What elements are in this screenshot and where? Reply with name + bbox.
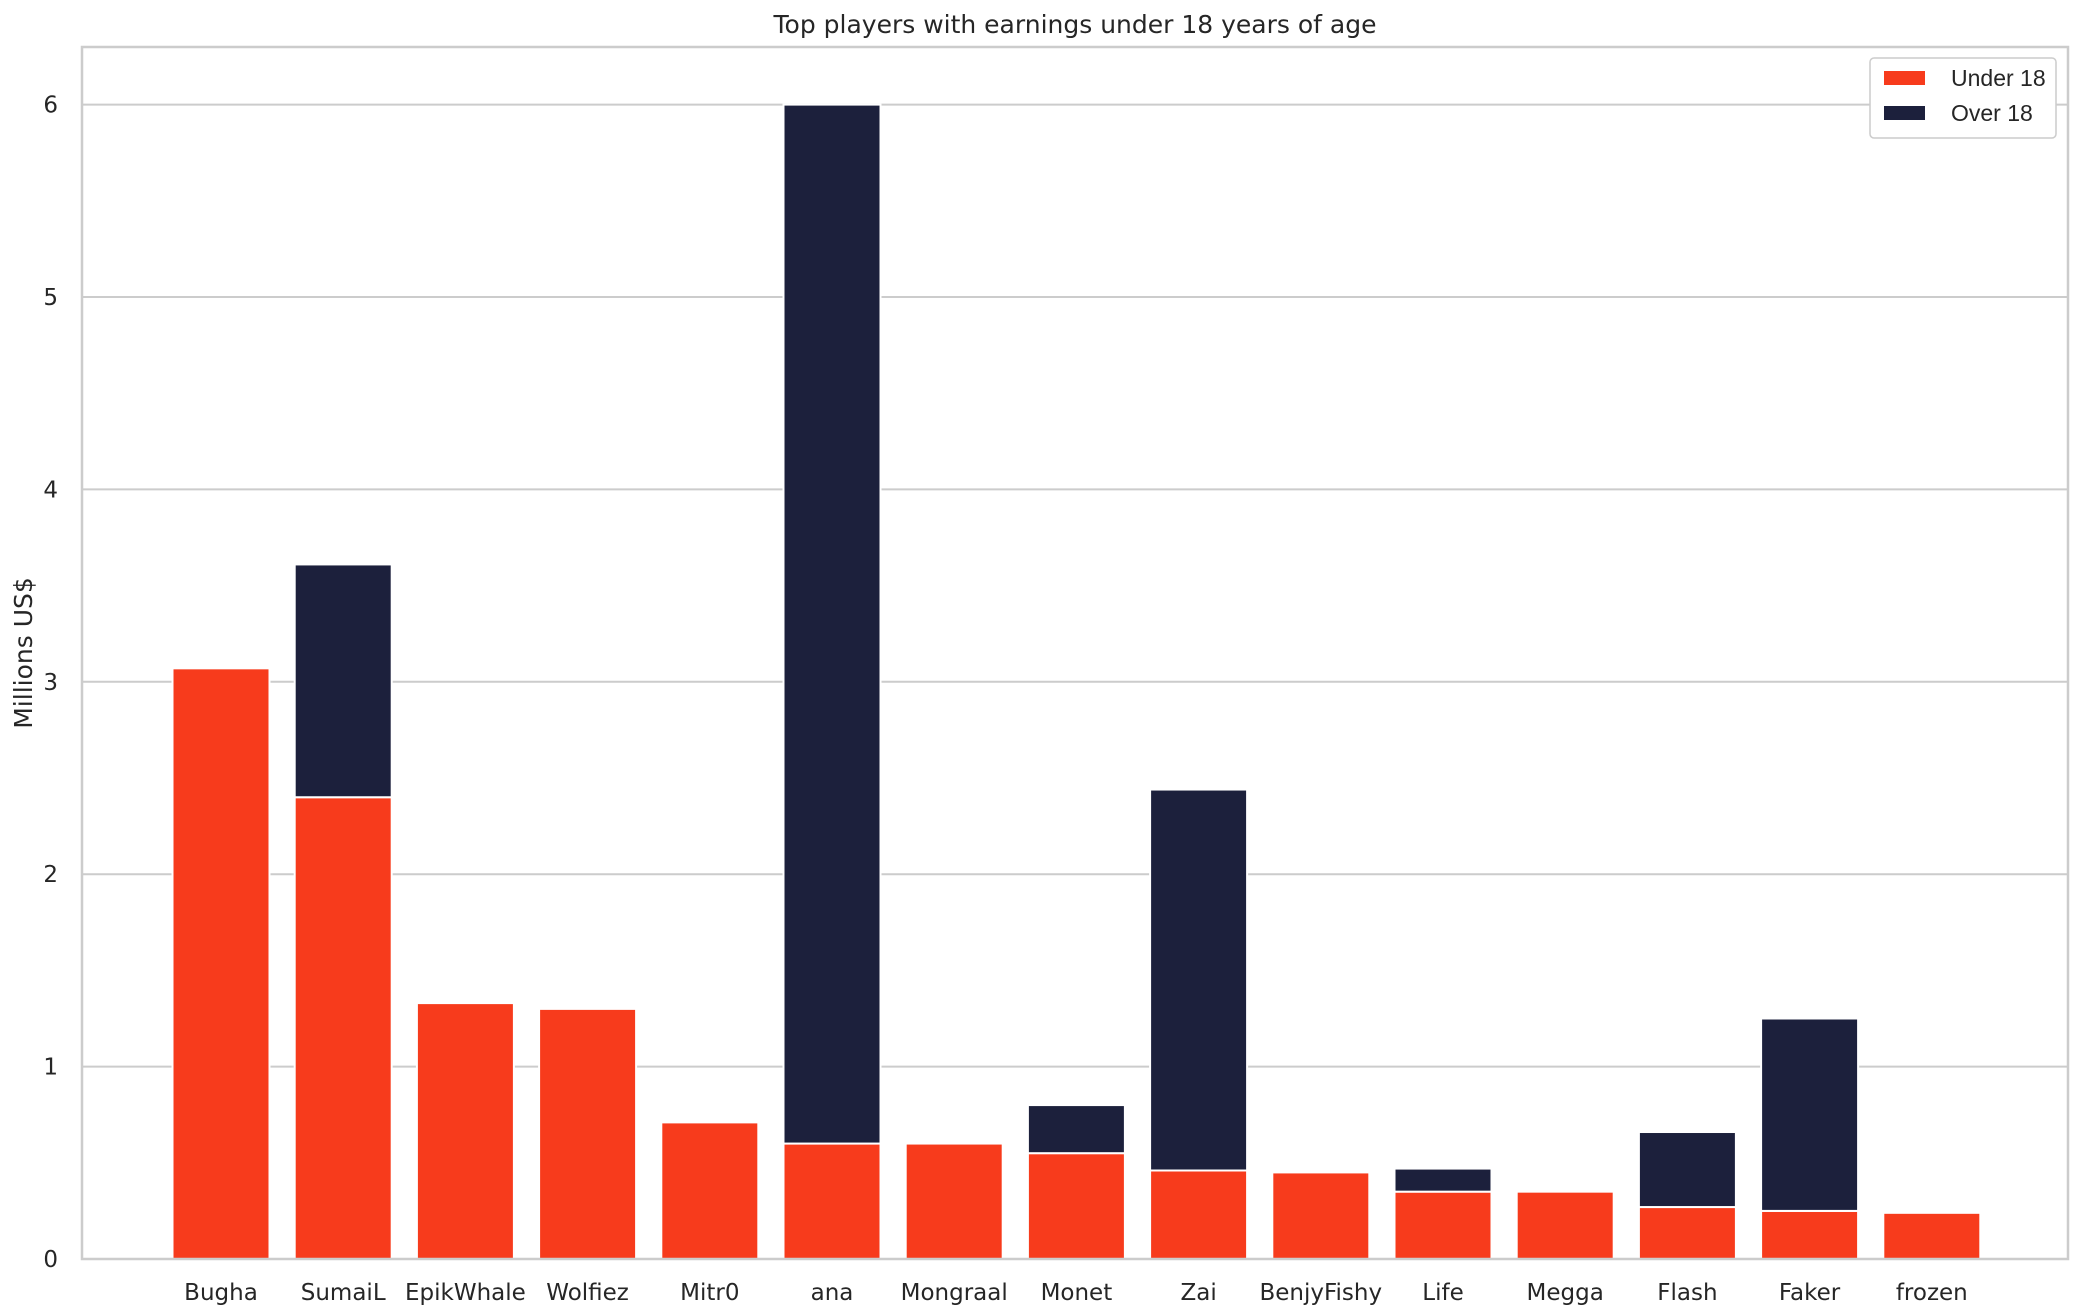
bar-mongraal-under-18 bbox=[904, 1142, 1004, 1261]
bar-flash-under-18 bbox=[1637, 1206, 1737, 1261]
x-tick-label-ana: ana bbox=[811, 1280, 854, 1306]
x-ticks: Bugha SumaiL EpikWhale Wolfiez Mitr0 ana Mongr… bbox=[184, 1280, 1968, 1306]
x-tick-label-megga: Megga bbox=[1527, 1280, 1604, 1306]
x-tick-label-life: Life bbox=[1422, 1280, 1463, 1306]
x-tick-label-frozen: frozen bbox=[1896, 1280, 1968, 1306]
y-tick-label: 6 bbox=[43, 93, 58, 119]
bar-frozen-under-18 bbox=[1882, 1211, 1982, 1260]
bar-sumail-over-18 bbox=[293, 563, 393, 799]
bar-monet-under-18 bbox=[1026, 1152, 1126, 1261]
y-ticks: 0 1 2 3 4 5 6 bbox=[43, 93, 58, 1273]
y-tick-label: 5 bbox=[43, 285, 58, 311]
bar-zai-under-18 bbox=[1149, 1169, 1249, 1260]
y-tick-label: 2 bbox=[43, 862, 58, 888]
y-tick-label: 1 bbox=[43, 1055, 58, 1081]
bar-epikwhale-under-18 bbox=[415, 1002, 515, 1260]
bar-faker-over-18 bbox=[1760, 1017, 1860, 1212]
bar-benjyfishy-under-18 bbox=[1271, 1171, 1371, 1261]
x-tick-label-zai: Zai bbox=[1180, 1280, 1216, 1306]
x-tick-label-monet: Monet bbox=[1041, 1280, 1113, 1306]
bar-life-under-18 bbox=[1393, 1190, 1493, 1261]
x-tick-label-benjyfishy: BenjyFishy bbox=[1259, 1280, 1382, 1306]
x-tick-label-mongraal: Mongraal bbox=[901, 1280, 1008, 1306]
y-tick-label: 3 bbox=[43, 670, 58, 696]
x-tick-label-sumail: SumaiL bbox=[301, 1280, 386, 1306]
y-tick-label: 4 bbox=[43, 477, 58, 503]
legend-label-under-18: Under 18 bbox=[1951, 65, 2046, 91]
grid bbox=[82, 103, 2068, 1068]
legend-swatch-under-18 bbox=[1884, 71, 1925, 85]
x-tick-label-wolfiez: Wolfiez bbox=[546, 1280, 629, 1306]
x-tick-label-faker: Faker bbox=[1779, 1280, 1841, 1306]
bar-ana-under-18 bbox=[782, 1142, 882, 1261]
x-tick-label-mitr0: Mitr0 bbox=[680, 1280, 739, 1306]
x-tick-label-epikwhale: EpikWhale bbox=[405, 1280, 526, 1306]
legend: Under 18 Over 18 bbox=[1869, 57, 2057, 139]
bars bbox=[171, 103, 1982, 1261]
bar-monet-over-18 bbox=[1026, 1104, 1126, 1155]
bar-ana-over-18 bbox=[782, 103, 882, 1145]
x-tick-label-flash: Flash bbox=[1657, 1280, 1717, 1306]
y-axis-label: Millions US$ bbox=[9, 577, 38, 729]
plot-frame bbox=[80, 45, 2070, 1261]
x-tick-label-bugha: Bugha bbox=[184, 1280, 258, 1306]
bar-flash-over-18 bbox=[1637, 1131, 1737, 1209]
bar-life-over-18 bbox=[1393, 1167, 1493, 1193]
bar-bugha-under-18 bbox=[171, 667, 271, 1260]
bar-zai-over-18 bbox=[1149, 788, 1249, 1172]
legend-label-over-18: Over 18 bbox=[1951, 100, 2033, 126]
bar-faker-under-18 bbox=[1760, 1209, 1860, 1261]
bar-megga-under-18 bbox=[1515, 1190, 1615, 1261]
bar-mitr0-under-18 bbox=[660, 1121, 760, 1260]
legend-swatch-over-18 bbox=[1884, 106, 1925, 120]
chart-title: Top players with earnings under 18 years… bbox=[773, 10, 1377, 39]
bar-sumail-under-18 bbox=[293, 796, 393, 1260]
y-tick-label: 0 bbox=[43, 1247, 58, 1273]
bar-wolfiez-under-18 bbox=[538, 1007, 638, 1260]
